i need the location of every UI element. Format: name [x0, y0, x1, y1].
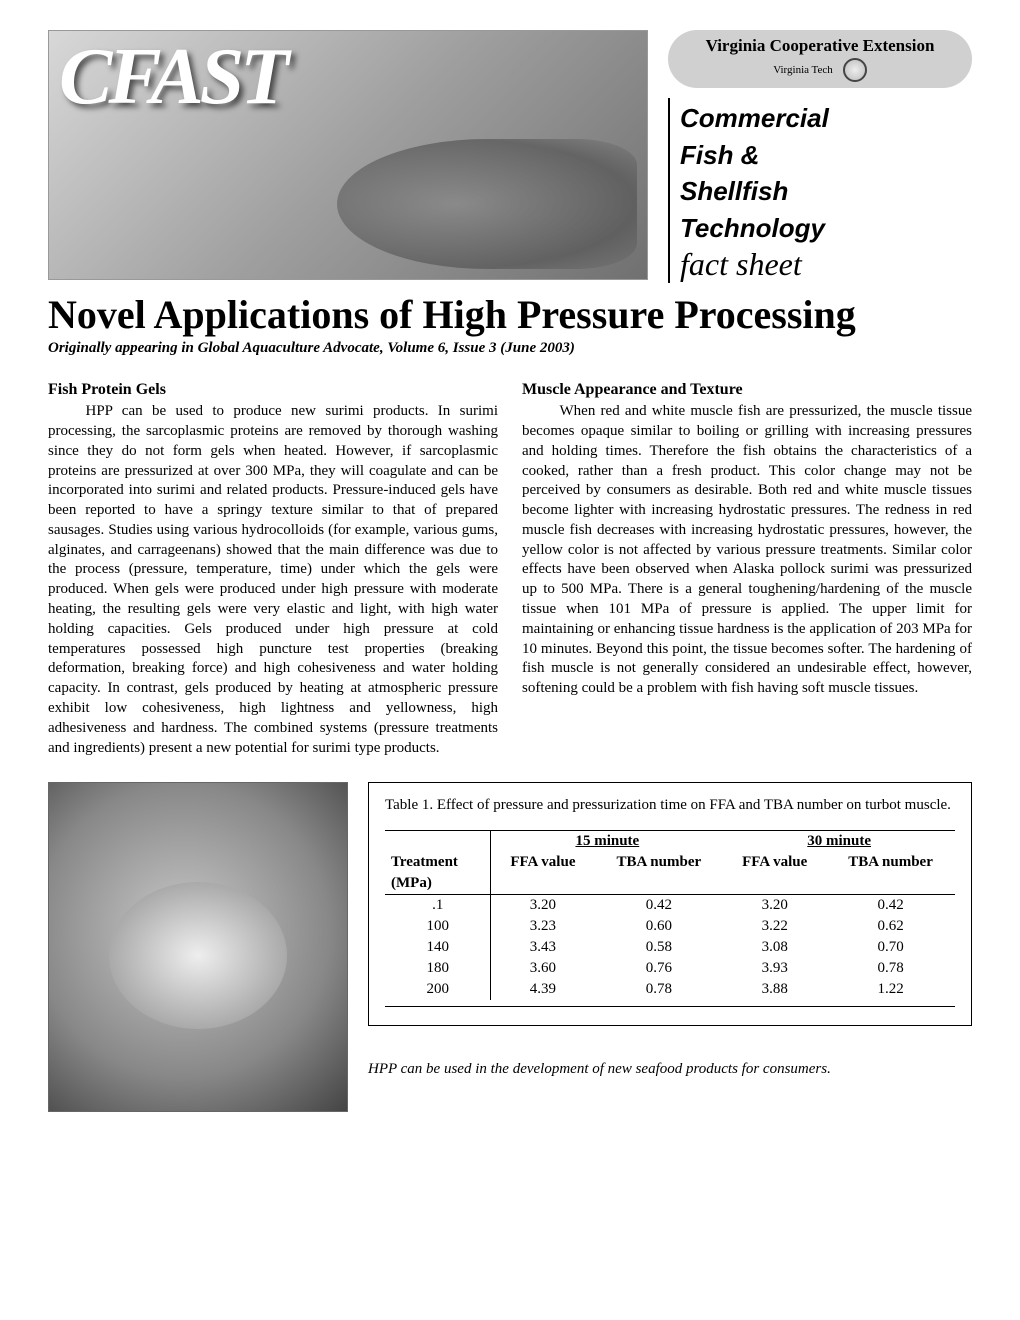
- cell: 3.22: [723, 916, 826, 937]
- org-title: Virginia Cooperative Extension: [682, 36, 958, 56]
- cell: 200: [385, 979, 491, 1000]
- col-header-1: FFA value: [491, 852, 595, 873]
- cell: 1.22: [826, 979, 955, 1000]
- cell: 3.20: [491, 894, 595, 916]
- seal-icon: [843, 58, 867, 82]
- col-header-2: TBA number: [594, 852, 723, 873]
- table-rule-bottom: [385, 1006, 955, 1007]
- left-body: HPP can be used to produce new surimi pr…: [48, 402, 498, 758]
- group-header-30: 30 minute: [723, 831, 955, 852]
- seafood-photo: [48, 782, 348, 1112]
- pub-line-4: Technology: [680, 212, 972, 245]
- cell: 0.70: [826, 937, 955, 958]
- cell: 4.39: [491, 979, 595, 1000]
- pub-line-3: Shellfish: [680, 175, 972, 208]
- cell: 3.23: [491, 916, 595, 937]
- banner-image: CFAST: [48, 30, 648, 280]
- table-caption: Table 1. Effect of pressure and pressuri…: [385, 795, 955, 815]
- row-header-2: (MPa): [385, 873, 491, 895]
- pub-line-1: Commercial: [680, 102, 972, 135]
- right-heading: Muscle Appearance and Texture: [522, 379, 972, 400]
- cell: 140: [385, 937, 491, 958]
- table-1: Table 1. Effect of pressure and pressuri…: [368, 782, 972, 1025]
- org-sub-text: Virginia Tech: [773, 64, 833, 76]
- cell: 0.42: [826, 894, 955, 916]
- header-row: CFAST Virginia Cooperative Extension Vir…: [48, 30, 972, 283]
- cell: 180: [385, 958, 491, 979]
- fact-sheet-label: fact sheet: [680, 246, 972, 283]
- col-header-3: FFA value: [723, 852, 826, 873]
- cell: 0.62: [826, 916, 955, 937]
- cell: 0.76: [594, 958, 723, 979]
- left-column: Fish Protein Gels HPP can be used to pro…: [48, 379, 498, 758]
- publication-title-block: Commercial Fish & Shellfish Technology f…: [668, 98, 972, 283]
- cell: .1: [385, 894, 491, 916]
- header-right: Virginia Cooperative Extension Virginia …: [668, 30, 972, 283]
- bottom-row: Table 1. Effect of pressure and pressuri…: [48, 782, 972, 1112]
- cell: 3.93: [723, 958, 826, 979]
- cell: 0.58: [594, 937, 723, 958]
- banner-fish-graphic: [337, 139, 637, 269]
- cell: 0.60: [594, 916, 723, 937]
- right-column: Muscle Appearance and Texture When red a…: [522, 379, 972, 758]
- org-badge: Virginia Cooperative Extension Virginia …: [668, 30, 972, 88]
- cell: 3.20: [723, 894, 826, 916]
- page-subtitle: Originally appearing in Global Aquacultu…: [48, 340, 972, 357]
- banner-title: CFAST: [59, 41, 285, 113]
- cell: 3.60: [491, 958, 595, 979]
- image-caption: HPP can be used in the development of ne…: [368, 1060, 972, 1080]
- cell: 0.42: [594, 894, 723, 916]
- group-header-15: 15 minute: [491, 831, 723, 852]
- table-wrap: Table 1. Effect of pressure and pressuri…: [368, 782, 972, 1112]
- cell: 100: [385, 916, 491, 937]
- right-body: When red and white muscle fish are press…: [522, 402, 972, 699]
- left-heading: Fish Protein Gels: [48, 379, 498, 400]
- data-table: 15 minute 30 minute Treatment FFA value …: [385, 831, 955, 1000]
- cell: 3.43: [491, 937, 595, 958]
- page-title: Novel Applications of High Pressure Proc…: [48, 291, 972, 338]
- row-header-1: Treatment: [385, 852, 491, 873]
- col-header-4: TBA number: [826, 852, 955, 873]
- cell: 0.78: [594, 979, 723, 1000]
- body-columns: Fish Protein Gels HPP can be used to pro…: [48, 379, 972, 758]
- pub-line-2: Fish &: [680, 139, 972, 172]
- cell: 0.78: [826, 958, 955, 979]
- cell: 3.88: [723, 979, 826, 1000]
- org-sub: Virginia Tech: [682, 58, 958, 82]
- cell: 3.08: [723, 937, 826, 958]
